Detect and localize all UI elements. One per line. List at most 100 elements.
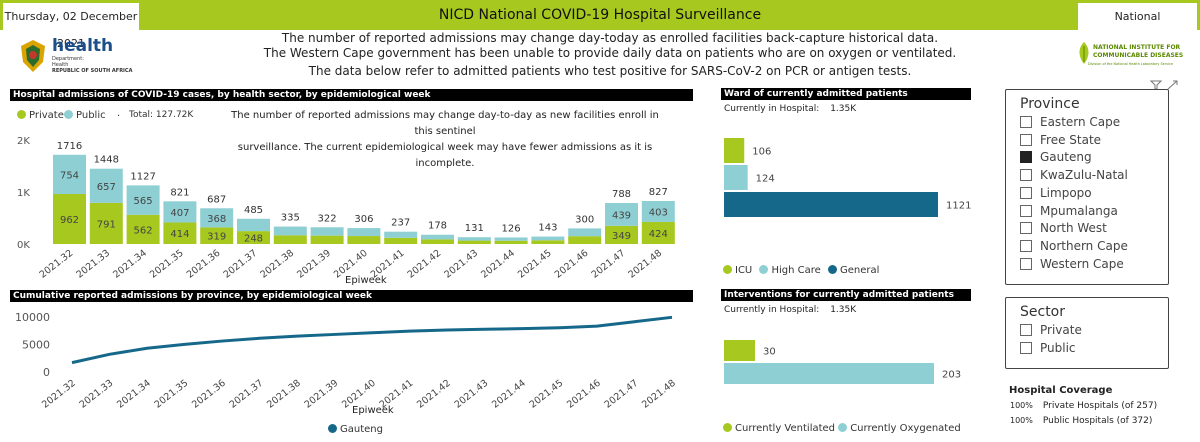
expand-icon[interactable] [1167,80,1178,90]
bar-public [237,218,270,232]
bar-total-label: 126 [502,223,521,234]
admissions-legend-public[interactable]: Public [64,110,106,121]
bar-public [494,237,528,241]
x-tick-label: 2021.44 [490,378,528,411]
bar-private [457,240,491,244]
bar-total-label: 1448 [94,155,119,166]
checkbox-icon[interactable] [1020,324,1032,336]
checkbox-icon[interactable] [1020,186,1032,199]
x-tick-label: 2021.34 [111,248,149,281]
interventions-currently: Currently in Hospital: 1.35K [724,305,856,315]
x-tick-label: 2021.33 [78,378,116,411]
checkbox-icon[interactable] [1020,239,1032,252]
ward-bar-label: 124 [756,174,775,185]
sector-item-private[interactable]: Private [1020,322,1082,339]
admissions-legend-private[interactable]: Private [17,110,64,121]
bar-private [89,202,123,244]
x-tick-label: 2021.46 [553,248,591,281]
bar-public [605,203,638,226]
bar-public [457,237,491,241]
highcare-dot-icon [759,265,769,274]
coat-of-arms-icon [21,40,45,72]
checkbox-icon[interactable] [1020,133,1032,146]
bar-private [273,235,307,244]
bar-total-label: 788 [612,189,631,200]
x-tick-label: 2021.48 [626,248,664,281]
bar-private [347,236,381,244]
ward-legend-icu[interactable]: ICU [723,265,752,276]
checkbox-icon[interactable] [1020,204,1032,217]
bar-total-label: 237 [391,218,410,229]
ward-bar-high-care [724,165,748,190]
bar-total-label: 300 [575,214,594,225]
x-tick-label: 2021.38 [258,248,296,281]
ward-currently-label: Currently in Hospital: [724,104,820,114]
interventions-bar-chart: 30 203 [724,340,961,384]
interventions-legend-vent[interactable]: Currently Ventilated [723,423,835,434]
x-tick-label: 2021.39 [295,248,333,281]
bar-total-label: 335 [281,213,300,224]
bar-private [494,240,528,244]
checkbox-icon[interactable] [1020,151,1032,164]
bar-private-label: 248 [244,234,263,245]
legend-separator: . [117,108,121,119]
province-item-kwazulu-natal[interactable]: KwaZulu-Natal [1020,167,1128,184]
nicd-line2: COMMUNICABLE DISEASES [1093,52,1184,59]
checkbox-icon[interactable] [1020,257,1032,270]
intervention-bar-currently-ventilated [724,340,756,361]
bar-public [384,231,418,238]
intervention-bar-label: 203 [942,370,961,381]
ward-legend: ICU High Care General [723,265,879,276]
x-tick-label: 2021.35 [153,378,191,411]
province-item-mpumalanga[interactable]: Mpumalanga [1020,203,1118,220]
province-item-gauteng[interactable]: Gauteng [1020,149,1092,166]
legend-highcare-label: High Care [771,265,821,276]
bar-private-label: 424 [649,229,668,240]
province-item-north-west[interactable]: North West [1020,220,1107,237]
bar-public [53,154,86,194]
province-item-limpopo[interactable]: Limpopo [1020,185,1092,202]
bar-private [421,239,454,244]
ward-legend-high[interactable]: High Care [759,265,821,276]
x-tick-label: 2021.47 [590,248,628,281]
intervention-bar-label: 30 [763,347,776,358]
province-item-eastern-cape[interactable]: Eastern Cape [1020,114,1120,131]
bar-public [531,236,565,241]
bar-public [641,200,675,222]
interventions-legend-oxy[interactable]: Currently Oxygenated [838,423,961,434]
coverage-row: 100% Private Hospitals (of 257) [1010,401,1157,411]
province-item-northern-cape[interactable]: Northern Cape [1020,238,1128,255]
bar-public-label: 565 [134,196,153,207]
x-tick-label: 2021.36 [190,378,228,411]
sector-item-public[interactable]: Public [1020,340,1076,357]
bar-public [421,234,454,240]
checkbox-icon[interactable] [1020,169,1032,182]
x-tick-label: 2021.33 [74,248,112,281]
bar-total-label: 322 [318,213,337,224]
province-item-western-cape[interactable]: Western Cape [1020,256,1124,273]
admissions-bar-chart: 0K 1K 2K 1716 962 754 2021.32 1448 791 657 2021.33… [17,136,675,281]
public-dot-icon [64,110,73,119]
bar-private [237,231,270,244]
y-tick-label: 10000 [15,311,50,324]
gauteng-dot-icon [328,424,337,433]
sector-slicer-title: Sector [1020,304,1066,320]
checkbox-icon[interactable] [1020,116,1032,128]
province-item-free-state[interactable]: Free State [1020,132,1101,149]
bar-public [310,227,344,236]
notice-line-3: The data below refer to admitted patient… [308,64,912,78]
checkbox-icon[interactable] [1020,222,1032,235]
ward-legend-general[interactable]: General [827,265,879,276]
checkbox-icon[interactable] [1020,341,1032,354]
bar-private [641,221,675,244]
x-tick-label: 2021.35 [148,248,186,281]
ventilated-dot-icon [723,423,732,432]
x-tick-label: 2021.32 [38,248,76,281]
bar-private-label: 349 [612,231,631,242]
bar-public [568,228,602,237]
cumulative-legend-gauteng[interactable]: Gauteng [328,424,383,435]
x-tick-label: 2021.44 [479,248,517,281]
bar-total-label: 131 [465,223,484,234]
bar-private [568,236,602,244]
bar-total-label: 178 [428,221,447,232]
